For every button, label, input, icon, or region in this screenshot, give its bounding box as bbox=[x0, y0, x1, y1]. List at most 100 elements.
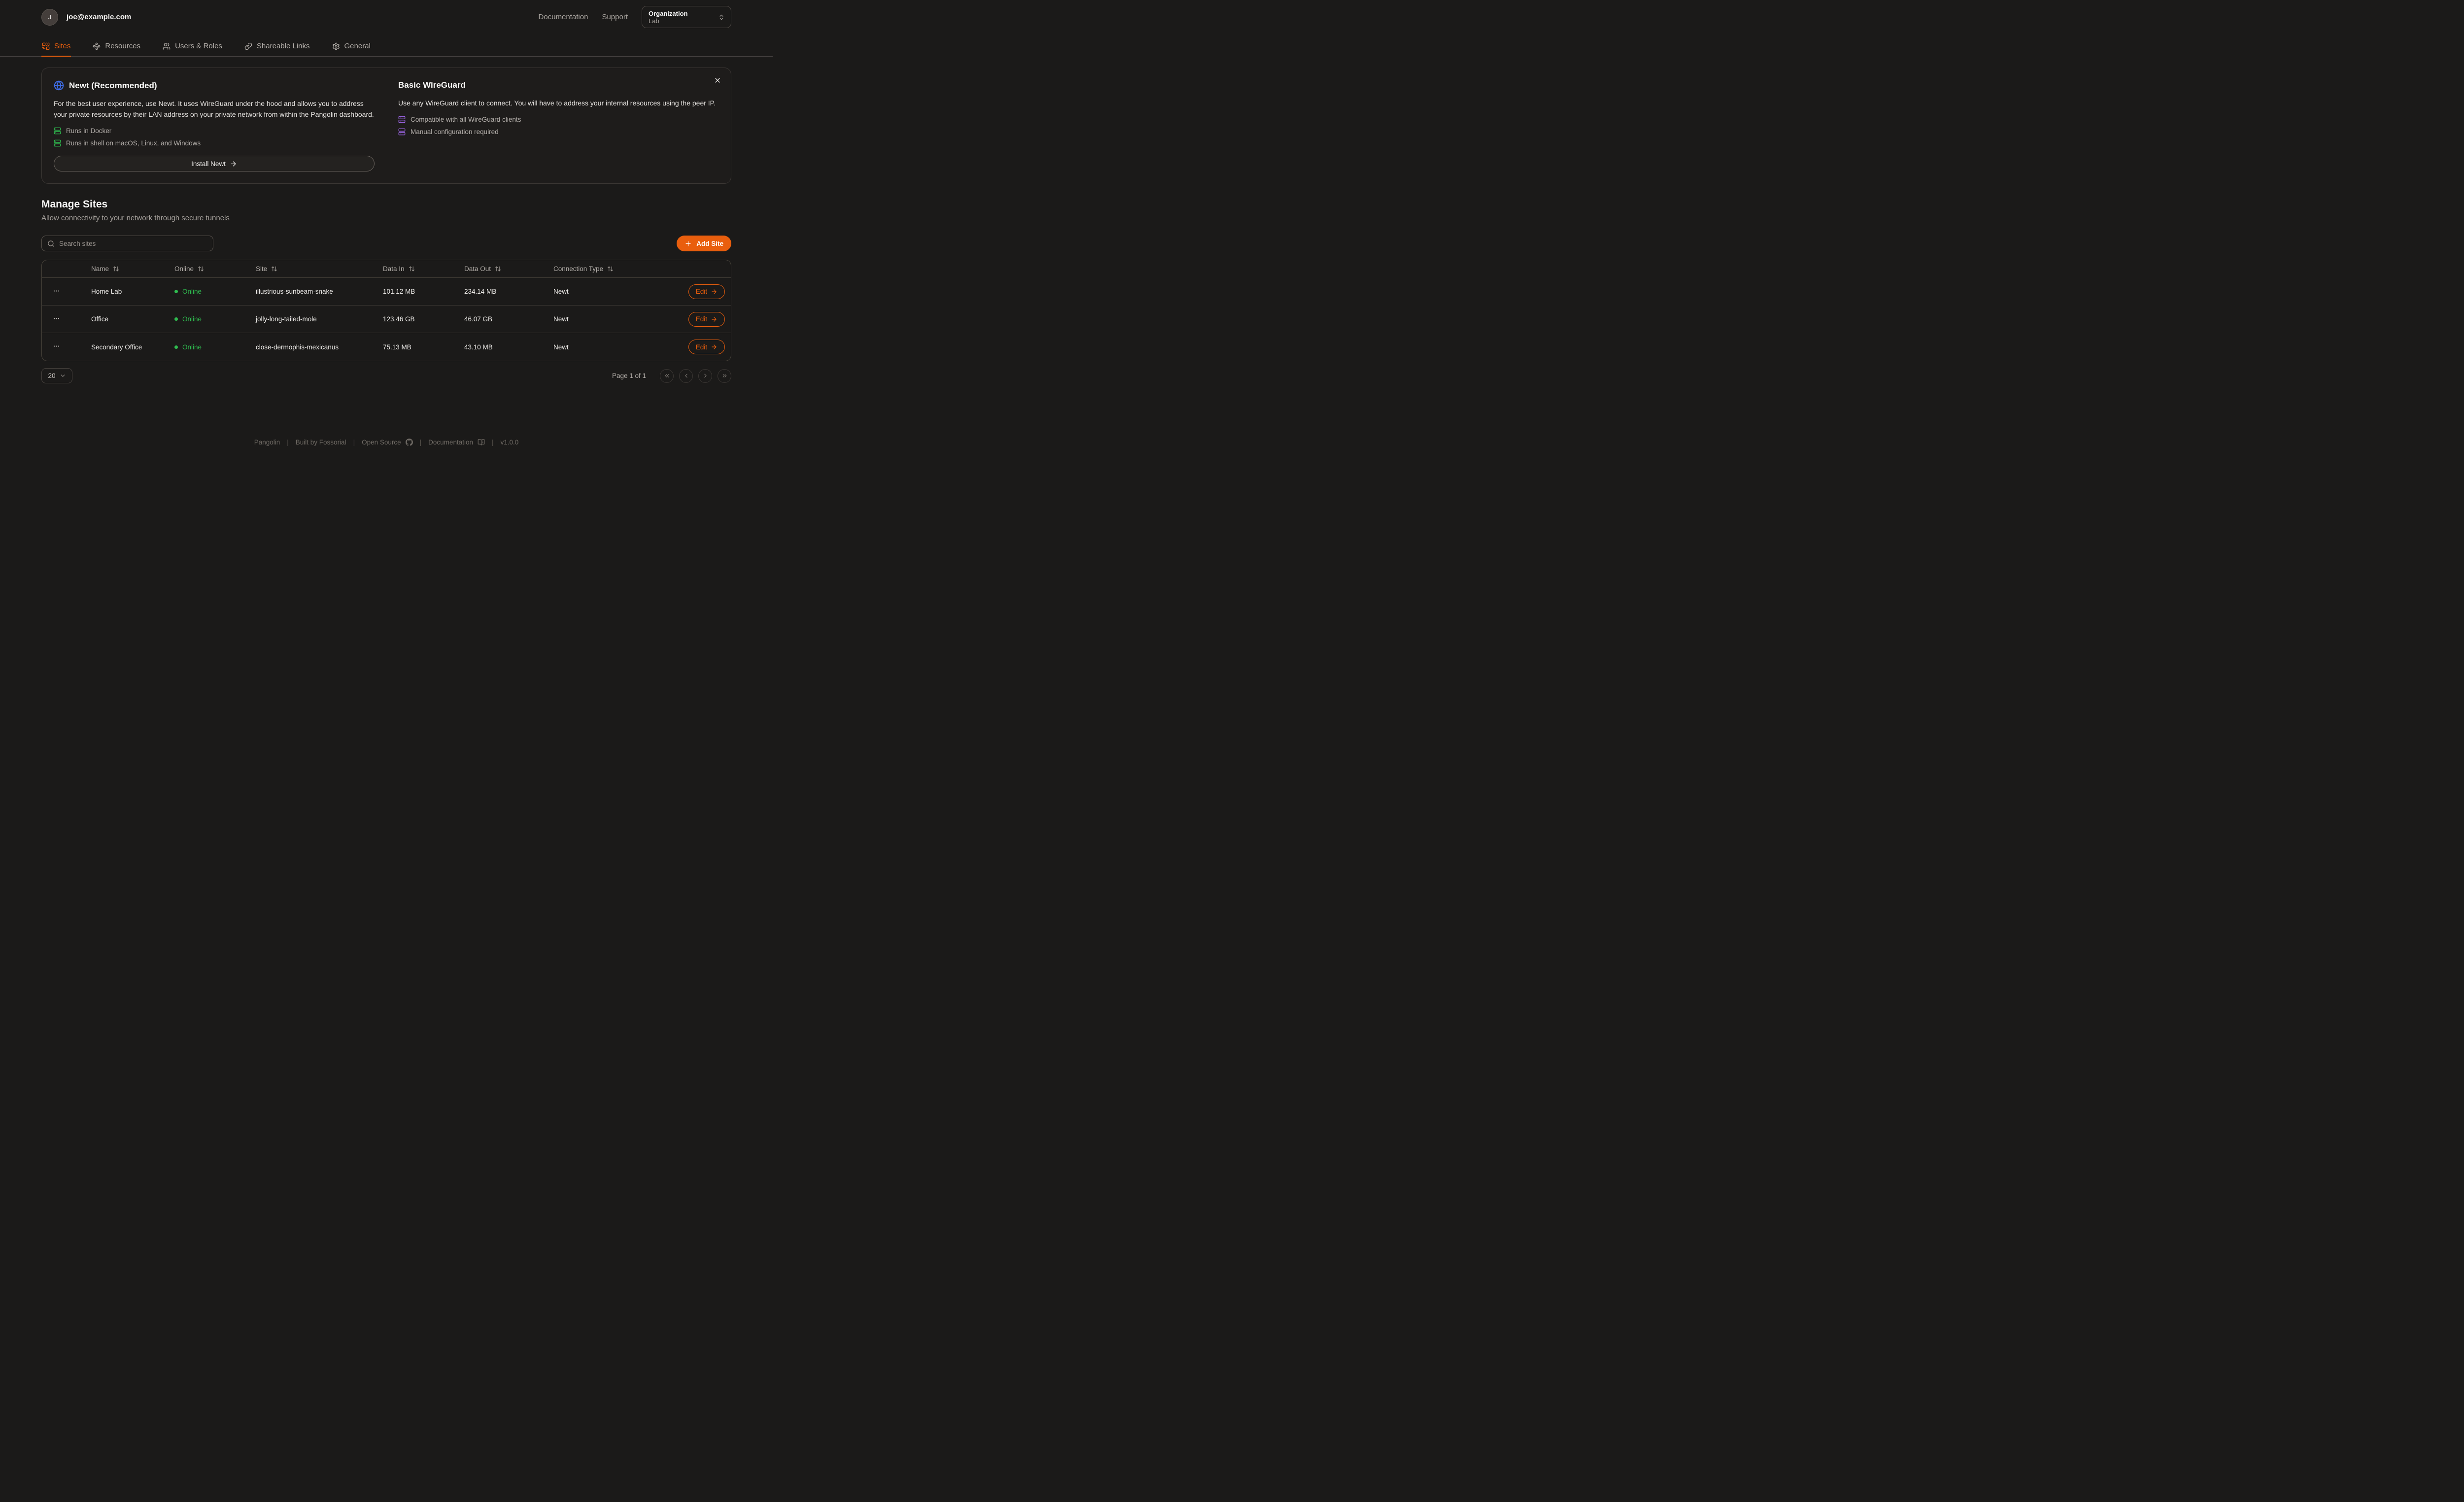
online-label: Online bbox=[182, 315, 202, 323]
github-icon bbox=[405, 439, 413, 446]
tab-general[interactable]: General bbox=[332, 39, 371, 57]
add-site-button[interactable]: Add Site bbox=[677, 236, 731, 252]
tab-sites[interactable]: Sites bbox=[41, 39, 71, 57]
install-newt-button[interactable]: Install Newt bbox=[54, 156, 375, 172]
ellipsis-icon bbox=[53, 287, 60, 295]
sites-table: Name Online Site Data In Data Out Connec… bbox=[41, 260, 731, 362]
tab-users-roles-label: Users & Roles bbox=[175, 42, 222, 50]
row-menu-button[interactable] bbox=[52, 314, 61, 325]
data-in: 75.13 MB bbox=[383, 343, 411, 351]
site-name: Home Lab bbox=[91, 288, 122, 296]
newt-features: Runs in Docker Runs in shell on macOS, L… bbox=[54, 127, 375, 147]
site-slug: jolly-long-tailed-mole bbox=[256, 315, 317, 323]
tab-users-roles[interactable]: Users & Roles bbox=[162, 39, 223, 57]
tab-sites-label: Sites bbox=[54, 42, 71, 50]
tab-general-label: General bbox=[344, 42, 371, 50]
book-open-icon bbox=[478, 439, 485, 446]
edit-site-button[interactable]: Edit bbox=[688, 311, 725, 327]
connection-type: Newt bbox=[553, 315, 569, 323]
column-header-data-out[interactable]: Data Out bbox=[464, 265, 553, 273]
feature-item: Runs in Docker bbox=[54, 127, 375, 135]
footer-documentation-label: Documentation bbox=[428, 439, 473, 446]
next-page-button[interactable] bbox=[698, 369, 712, 383]
footer-divider: | bbox=[491, 439, 494, 446]
connection-type: Newt bbox=[553, 288, 569, 296]
server-icon bbox=[398, 116, 406, 123]
footer-version: v1.0.0 bbox=[500, 439, 519, 446]
edit-label: Edit bbox=[695, 343, 707, 351]
newt-description: For the best user experience, use Newt. … bbox=[54, 100, 374, 119]
sort-icon bbox=[495, 266, 501, 272]
online-dot-icon bbox=[174, 345, 178, 349]
search-input[interactable] bbox=[59, 239, 207, 247]
site-slug: illustrious-sunbeam-snake bbox=[256, 288, 333, 296]
feature-item: Manual configuration required bbox=[398, 128, 719, 136]
user-email: joe@example.com bbox=[67, 13, 132, 21]
feature-label: Runs in shell on macOS, Linux, and Windo… bbox=[66, 139, 201, 147]
feature-label: Compatible with all WireGuard clients bbox=[411, 116, 521, 124]
nav-documentation-link[interactable]: Documentation bbox=[538, 13, 588, 21]
edit-site-button[interactable]: Edit bbox=[688, 340, 725, 355]
footer-documentation-link[interactable]: Documentation bbox=[428, 439, 485, 446]
settings-gear-icon bbox=[332, 42, 340, 50]
org-selector-label: Organization bbox=[649, 9, 688, 17]
row-menu-button[interactable] bbox=[52, 286, 61, 297]
top-bar: J joe@example.com Documentation Support … bbox=[41, 0, 731, 34]
column-header-connection-type[interactable]: Connection Type bbox=[553, 265, 677, 273]
column-label: Data In bbox=[383, 265, 405, 273]
column-header-name[interactable]: Name bbox=[91, 265, 174, 273]
tab-shareable-links[interactable]: Shareable Links bbox=[244, 39, 310, 57]
wireguard-title: Basic WireGuard bbox=[398, 80, 466, 90]
site-name: Secondary Office bbox=[91, 343, 142, 351]
newt-section: Newt (Recommended) For the best user exp… bbox=[54, 78, 375, 172]
online-label: Online bbox=[182, 288, 202, 296]
footer: Pangolin | Built by Fossorial | Open Sou… bbox=[41, 439, 731, 457]
organization-selector[interactable]: Organization Lab bbox=[642, 6, 731, 28]
page-size-select[interactable]: 20 bbox=[41, 368, 72, 384]
close-card-button[interactable] bbox=[713, 75, 722, 87]
footer-open-source-link[interactable]: Open Source bbox=[362, 439, 413, 446]
org-selector-value: Lab bbox=[649, 17, 659, 25]
page-status: Page 1 of 1 bbox=[612, 372, 646, 380]
feature-item: Compatible with all WireGuard clients bbox=[398, 116, 719, 123]
arrow-right-icon bbox=[711, 316, 718, 323]
edit-site-button[interactable]: Edit bbox=[688, 284, 725, 299]
feature-item: Runs in shell on macOS, Linux, and Windo… bbox=[54, 139, 375, 147]
edit-label: Edit bbox=[695, 315, 707, 323]
sort-icon bbox=[607, 266, 614, 272]
last-page-button[interactable] bbox=[718, 369, 731, 383]
tab-resources[interactable]: Resources bbox=[92, 39, 141, 57]
row-menu-button[interactable] bbox=[52, 341, 61, 352]
nav-support-link[interactable]: Support bbox=[602, 13, 628, 21]
footer-brand: Pangolin bbox=[254, 439, 280, 446]
avatar[interactable]: J bbox=[41, 8, 58, 26]
first-page-button[interactable] bbox=[660, 369, 674, 383]
online-dot-icon bbox=[174, 317, 178, 321]
site-name: Office bbox=[91, 315, 109, 323]
feature-label: Runs in Docker bbox=[66, 127, 112, 135]
column-header-site[interactable]: Site bbox=[256, 265, 383, 273]
link-icon bbox=[244, 42, 252, 50]
chevrons-up-down-icon bbox=[718, 14, 725, 21]
close-icon bbox=[714, 76, 721, 84]
footer-divider: | bbox=[287, 439, 289, 446]
column-header-online[interactable]: Online bbox=[174, 265, 256, 273]
column-header-data-in[interactable]: Data In bbox=[383, 265, 464, 273]
online-dot-icon bbox=[174, 290, 178, 294]
wireguard-section: Basic WireGuard Use any WireGuard client… bbox=[398, 78, 719, 171]
column-label: Connection Type bbox=[553, 265, 604, 273]
table-row: Home Lab Online illustrious-sunbeam-snak… bbox=[42, 278, 731, 306]
chevron-left-icon bbox=[683, 373, 689, 379]
page-size-value: 20 bbox=[48, 372, 56, 380]
connection-type: Newt bbox=[553, 343, 569, 351]
online-status: Online bbox=[174, 315, 256, 323]
data-out: 234.14 MB bbox=[464, 288, 497, 296]
table-controls: Add Site bbox=[41, 236, 731, 252]
newt-title: Newt (Recommended) bbox=[69, 80, 157, 90]
page-title: Manage Sites bbox=[41, 199, 108, 210]
page-subtitle: Allow connectivity to your network throu… bbox=[41, 214, 230, 223]
previous-page-button[interactable] bbox=[679, 369, 693, 383]
chevrons-right-icon bbox=[721, 373, 728, 379]
server-icon bbox=[54, 139, 61, 147]
table-row: Office Online jolly-long-tailed-mole 123… bbox=[42, 306, 731, 334]
